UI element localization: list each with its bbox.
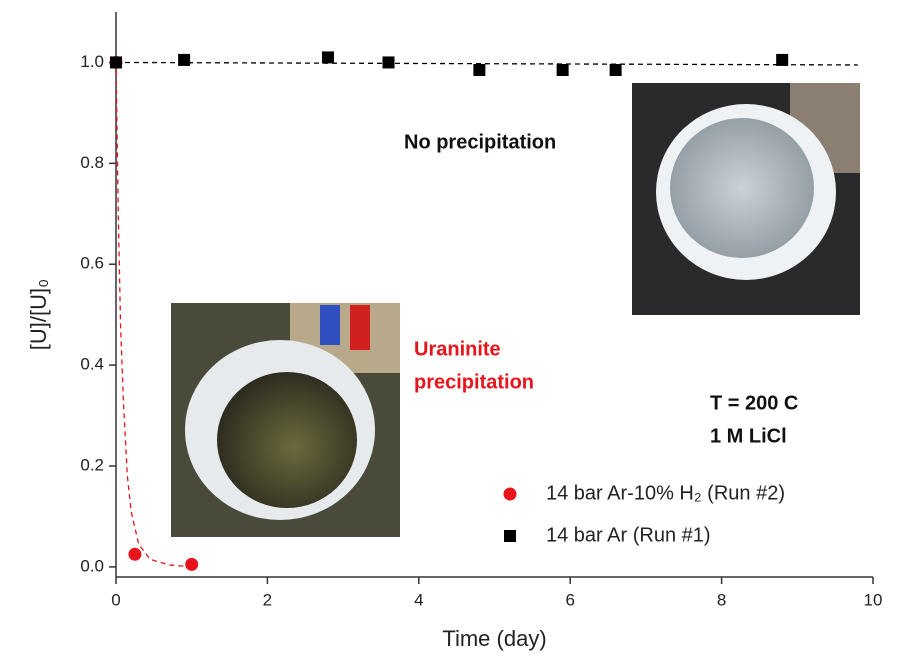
- point: [383, 56, 395, 68]
- y-tick-label: 0.4: [80, 355, 104, 374]
- point: [776, 54, 788, 66]
- legend-marker: [504, 530, 516, 542]
- annotation: No precipitation: [404, 131, 556, 153]
- y-tick-label: 0.8: [80, 153, 104, 172]
- legend-label: 14 bar Ar (Run #1): [546, 524, 711, 546]
- y-tick-label: 0.2: [80, 456, 104, 475]
- annotation: T = 200 C: [710, 392, 798, 414]
- point: [185, 558, 198, 571]
- chart: 0 2 4 6 8 10 0.0 0.2 0.4 0.6 0.8 1.0 Time (day) [U]/[…: [0, 0, 897, 665]
- x-tick-label: 4: [414, 590, 423, 609]
- legend-label: 14 bar Ar-10% H₂ (Run #2): [546, 482, 785, 504]
- point: [557, 64, 569, 76]
- x-tick-label: 10: [864, 590, 883, 609]
- fit-line: [116, 62, 858, 65]
- x-axis-label: Time (day): [442, 626, 546, 651]
- x-tick-label: 0: [111, 590, 120, 609]
- point: [473, 64, 485, 76]
- y-tick-label: 0.6: [80, 254, 104, 273]
- annotation: Uraninite: [414, 338, 501, 360]
- point: [610, 64, 622, 76]
- legend-marker: [504, 488, 517, 501]
- y-tick-label: 1.0: [80, 52, 104, 71]
- point: [178, 54, 190, 66]
- point: [322, 51, 334, 63]
- annotation: precipitation: [414, 371, 534, 393]
- y-tick-label: 0.0: [80, 556, 104, 575]
- y-axis-label: [U]/[U]₀: [26, 279, 51, 350]
- x-tick-label: 2: [263, 590, 272, 609]
- x-tick-label: 6: [565, 590, 574, 609]
- photo-uraninite: [171, 303, 400, 537]
- point: [128, 548, 141, 561]
- photo-no-precipitation: [632, 83, 860, 315]
- x-tick-label: 8: [717, 590, 726, 609]
- annotation: 1 M LiCl: [710, 425, 787, 447]
- point: [110, 56, 122, 68]
